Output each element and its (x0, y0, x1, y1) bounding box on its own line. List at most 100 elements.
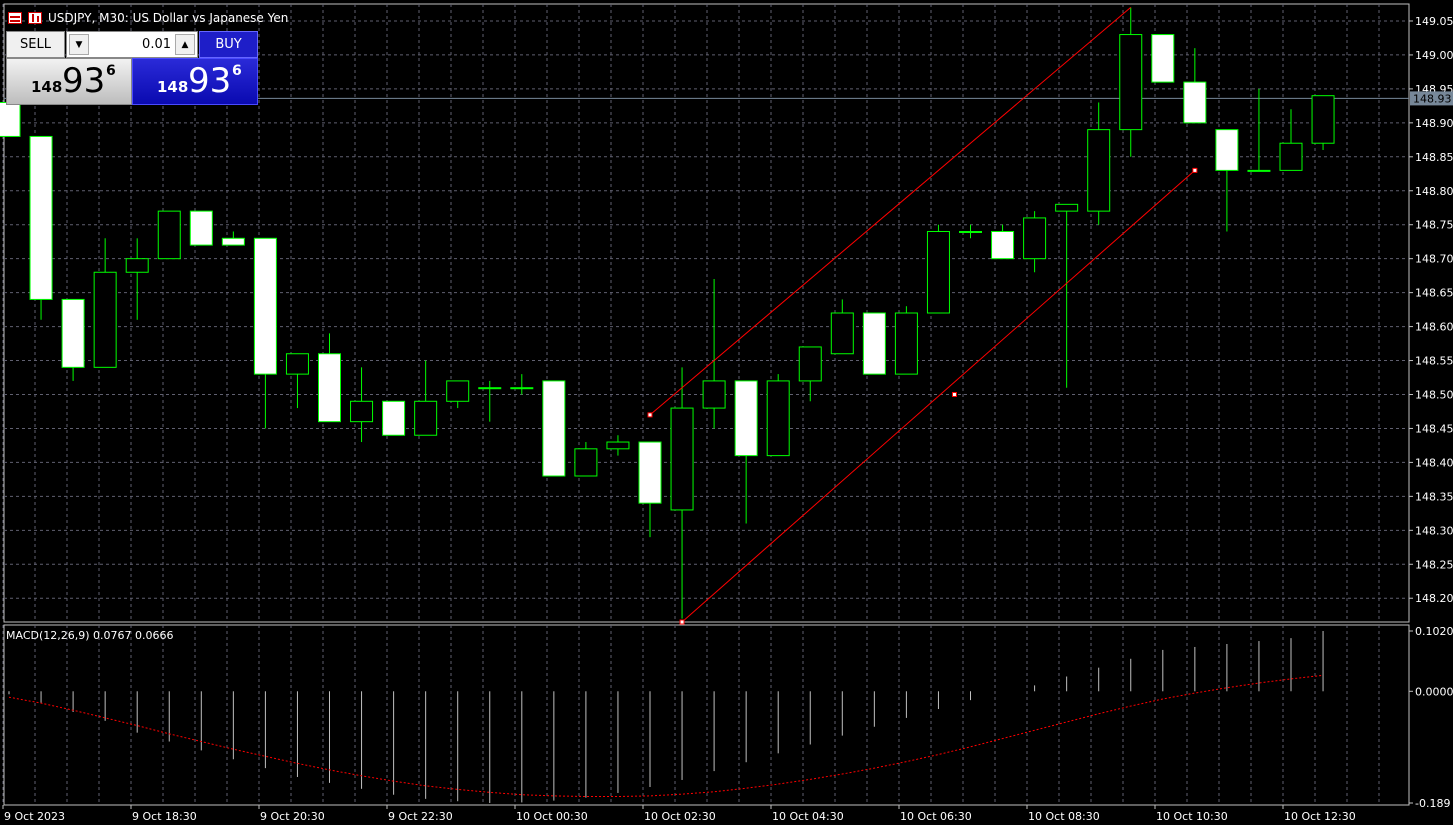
candle-body (959, 231, 982, 234)
price-axis-label: 148.20 (1415, 592, 1453, 605)
candle-body (926, 231, 950, 314)
candle-body (830, 312, 854, 355)
candle-body (991, 231, 1015, 260)
symbol-title: USDJPY, M30: US Dollar vs Japanese Yen (48, 11, 289, 25)
flag-icon (8, 12, 22, 24)
time-axis-label: 10 Oct 08:30 (1028, 810, 1100, 823)
price-axis-label: 148.60 (1415, 321, 1453, 334)
time-axis-label: 10 Oct 02:30 (644, 810, 716, 823)
candle-body (414, 400, 438, 436)
buy-button[interactable]: BUY (199, 31, 258, 58)
sell-price-big-figure: 148 (31, 78, 63, 96)
candle-body (1215, 129, 1239, 171)
volume-down-button[interactable]: ▼ (69, 34, 89, 55)
time-axis-label: 10 Oct 06:30 (900, 810, 972, 823)
candle-body (1183, 81, 1207, 124)
triangle-down-icon: ▼ (75, 39, 83, 50)
candle-body (221, 237, 245, 246)
candle-body (766, 380, 790, 457)
macd-signal-line (8, 674, 1324, 797)
candle-body (574, 448, 598, 477)
sell-price-box[interactable]: 148 93 6 (6, 58, 132, 105)
channel-anchor-point[interactable] (1192, 167, 1198, 173)
buy-price-box[interactable]: 148 93 6 (132, 58, 258, 105)
triangle-up-icon: ▲ (181, 39, 189, 50)
price-axis-label: 148.35 (1415, 490, 1453, 503)
time-axis-label: 10 Oct 10:30 (1156, 810, 1228, 823)
candle-body (93, 271, 117, 368)
price-axis-label: 148.40 (1415, 456, 1453, 469)
channel-anchor-point[interactable] (679, 619, 685, 625)
channel-lower-line (681, 170, 1196, 623)
current-price-label: 148.93 (1413, 92, 1452, 105)
time-axis-label: 9 Oct 22:30 (388, 810, 453, 823)
candle-body (734, 380, 758, 457)
macd-axis-label: -0.189 (1415, 797, 1450, 810)
volume-input[interactable] (91, 35, 173, 54)
price-axis-label: 149.00 (1415, 49, 1453, 62)
candle-body (1087, 129, 1111, 212)
volume-up-button[interactable]: ▲ (175, 34, 195, 55)
price-axis-label: 148.25 (1415, 558, 1453, 571)
price-axis-label: 149.05 (1415, 15, 1453, 28)
candle-body (189, 210, 213, 246)
buy-price-big-figure: 148 (157, 78, 189, 96)
chart-title-bar: USDJPY, M30: US Dollar vs Japanese Yen (8, 9, 288, 27)
price-axis-label: 148.30 (1415, 524, 1453, 537)
candle-body (1055, 203, 1079, 212)
sell-price-pips: 93 (62, 61, 106, 101)
candle-body (318, 353, 341, 423)
sell-price-point: 6 (106, 63, 116, 79)
price-axis-label: 148.55 (1415, 355, 1453, 368)
candle-body (510, 387, 534, 390)
candle-body (670, 407, 694, 511)
candle-body (1023, 217, 1047, 260)
price-axis-label: 148.70 (1415, 253, 1453, 266)
price-axis-label: 148.90 (1415, 117, 1453, 130)
volume-stepper: ▼ ▲ (66, 31, 198, 58)
channel-anchor-point[interactable] (951, 391, 957, 397)
time-axis-label: 10 Oct 12:30 (1284, 810, 1356, 823)
channel-upper-line (649, 7, 1132, 416)
candle-body (61, 298, 85, 368)
candle-body (862, 312, 886, 375)
macd-label: MACD(12,26,9) 0.0767 0.0666 (6, 629, 174, 642)
candle-body (478, 387, 502, 390)
buy-price-pips: 93 (188, 61, 232, 101)
price-axis-label: 148.65 (1415, 287, 1453, 300)
buy-price-point: 6 (232, 63, 242, 79)
candle-body (29, 135, 53, 300)
sell-button[interactable]: SELL (6, 31, 65, 58)
candle-body (285, 353, 309, 375)
chart-icon (28, 12, 42, 24)
current-price-marker (1410, 91, 1453, 106)
candle-body (702, 380, 726, 409)
candle-body (1279, 142, 1303, 171)
time-axis-label: 9 Oct 2023 (4, 810, 65, 823)
price-axis-label: 148.45 (1415, 422, 1453, 435)
price-axis-label: 148.85 (1415, 151, 1453, 164)
candle-body (0, 101, 21, 137)
macd-axis-label: 0.1020 (1415, 625, 1453, 638)
price-axis-label: 148.80 (1415, 185, 1453, 198)
one-click-trading-panel: SELL ▼ ▲ BUY 148 93 6 148 93 6 (6, 31, 258, 105)
candle-body (382, 400, 406, 436)
price-axis-label: 148.50 (1415, 388, 1453, 401)
candle-body (606, 441, 630, 450)
candle-body (638, 441, 662, 504)
channel-anchor-point[interactable] (647, 412, 653, 418)
candle-body (894, 312, 918, 375)
candle-body (1311, 95, 1335, 144)
candle-body (1119, 34, 1143, 131)
price-axis-label: 148.75 (1415, 219, 1453, 232)
candle-body (157, 210, 181, 260)
candle-body (125, 258, 149, 273)
macd-axis-label: 0.0000 (1415, 685, 1453, 698)
candle-body (798, 346, 822, 382)
time-axis-label: 9 Oct 18:30 (132, 810, 197, 823)
candle-body (1247, 169, 1271, 172)
time-axis-label: 9 Oct 20:30 (260, 810, 325, 823)
time-axis-label: 10 Oct 04:30 (772, 810, 844, 823)
candle-body (446, 380, 470, 402)
